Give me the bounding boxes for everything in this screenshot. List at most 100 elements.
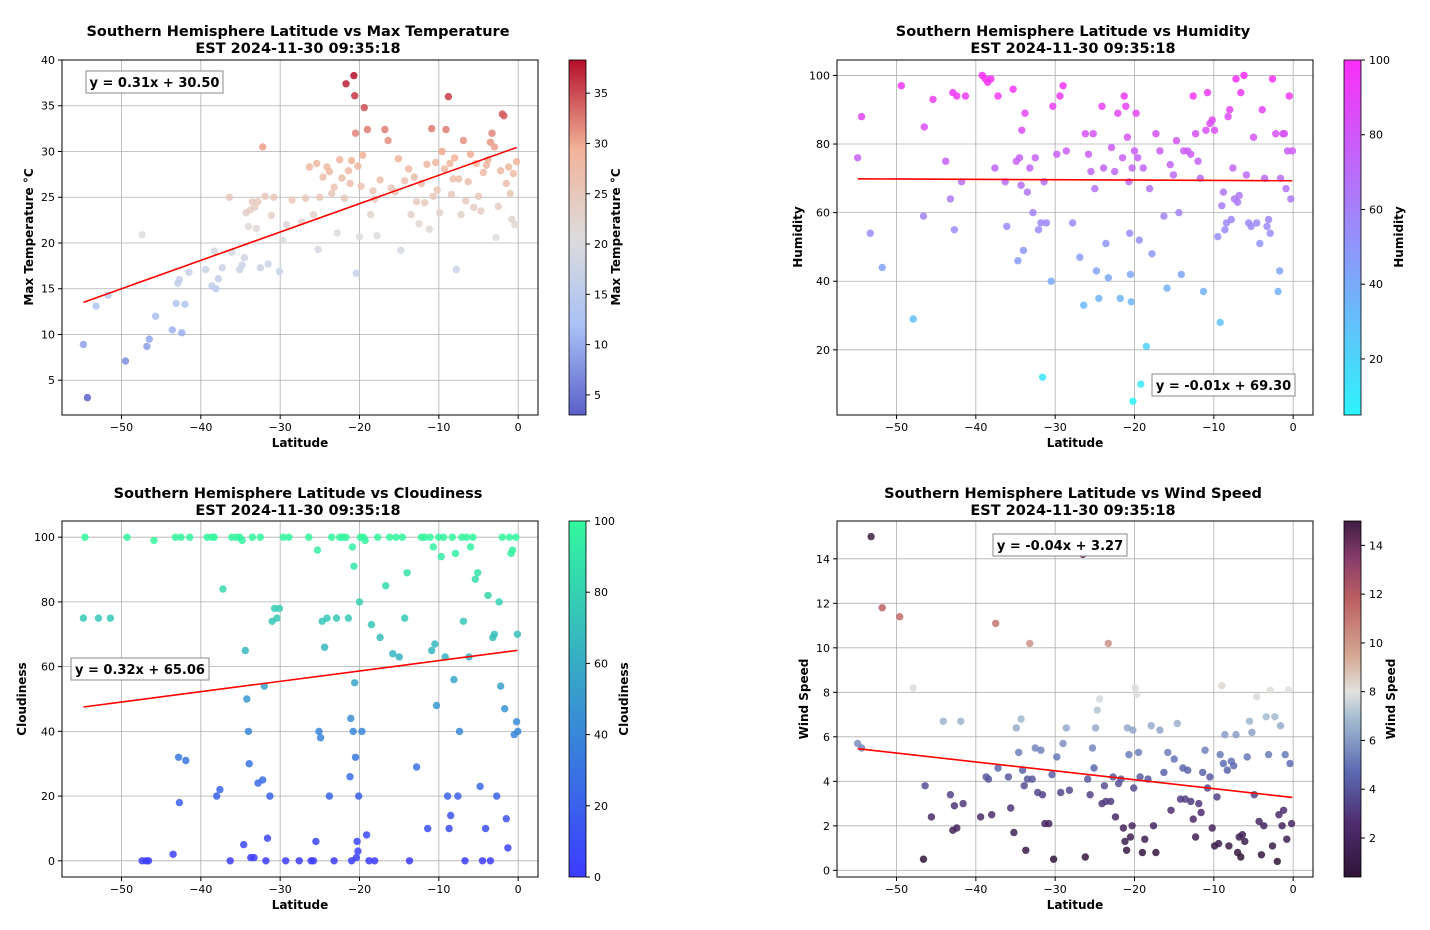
regression-equation-box: y = 0.32x + 65.06	[70, 657, 210, 681]
data-point	[185, 268, 193, 276]
data-point	[210, 533, 218, 541]
y-tick-label: 8	[823, 686, 830, 699]
data-point	[1080, 301, 1088, 309]
data-point	[330, 857, 338, 865]
data-point	[344, 167, 353, 175]
data-point	[369, 187, 377, 195]
data-point	[279, 533, 287, 541]
data-point	[376, 633, 384, 642]
data-point	[1086, 791, 1094, 799]
data-point	[325, 167, 334, 176]
regression-equation-box: y = 0.31x + 30.50	[85, 70, 224, 94]
data-point	[1104, 274, 1113, 282]
data-point	[504, 163, 513, 171]
colorbar-tick-label: 40	[1369, 278, 1383, 291]
data-point	[275, 267, 284, 276]
data-point	[1283, 835, 1291, 843]
data-point	[490, 143, 499, 151]
data-point	[1257, 851, 1266, 859]
data-point	[857, 744, 866, 752]
data-point	[1128, 164, 1136, 172]
data-point	[448, 533, 456, 541]
data-point	[498, 533, 506, 541]
data-point	[455, 175, 463, 183]
data-point	[340, 194, 349, 202]
colorbar-tick-label: 20	[594, 238, 608, 251]
data-point	[433, 186, 441, 194]
data-point	[1260, 822, 1268, 830]
data-point	[1084, 150, 1093, 158]
colorbar-tick-label: 10	[1369, 637, 1383, 650]
data-point	[405, 857, 414, 865]
data-point	[1160, 768, 1168, 777]
data-point	[987, 75, 995, 83]
data-point	[1088, 744, 1097, 752]
data-point	[1268, 75, 1277, 83]
data-point	[451, 154, 459, 162]
data-point	[1237, 853, 1245, 861]
chart-title-line1: Southern Hemisphere Latitude vs Cloudine…	[114, 486, 483, 502]
data-point	[1049, 102, 1057, 111]
data-point	[316, 193, 324, 201]
data-point	[1056, 92, 1064, 100]
chart-title-line1: Southern Hemisphere Latitude vs Max Temp…	[86, 24, 509, 40]
data-point	[1081, 130, 1090, 138]
colorbar-label: Cloudiness	[617, 662, 631, 735]
colorbar-tick-label: 10	[594, 339, 608, 352]
data-point	[144, 857, 153, 865]
data-point	[282, 857, 290, 865]
data-point	[1048, 770, 1056, 779]
data-point	[1160, 212, 1168, 220]
x-tick-label: −10	[1202, 883, 1225, 896]
data-point	[929, 95, 937, 104]
data-point	[455, 727, 464, 736]
data-point	[1175, 208, 1183, 217]
data-point	[320, 643, 329, 651]
data-point	[1129, 397, 1137, 405]
data-point	[394, 155, 403, 163]
data-point	[1194, 157, 1202, 165]
data-point	[476, 782, 484, 791]
data-point	[355, 232, 364, 241]
data-point	[1087, 167, 1095, 176]
data-point	[1199, 287, 1208, 296]
data-point	[1017, 181, 1025, 189]
data-point	[1216, 318, 1224, 327]
x-tick-label: −30	[1044, 883, 1067, 896]
data-point	[313, 546, 322, 554]
data-point	[1191, 130, 1200, 138]
data-point	[1201, 746, 1209, 754]
data-point	[313, 159, 321, 168]
colorbar-tick-label: 20	[1369, 353, 1383, 366]
data-point	[143, 342, 151, 351]
data-point	[428, 646, 436, 655]
data-point	[1232, 730, 1240, 739]
y-tick-label: 100	[809, 69, 830, 82]
data-point	[168, 326, 176, 334]
x-tick-label: 0	[515, 883, 522, 896]
data-point	[81, 533, 89, 541]
data-point	[367, 620, 376, 629]
data-point	[423, 160, 431, 168]
data-point	[338, 174, 346, 182]
data-point	[1095, 695, 1104, 703]
data-point	[486, 857, 495, 865]
data-point	[1111, 813, 1120, 821]
data-point	[288, 196, 296, 204]
data-point	[145, 335, 153, 343]
data-point	[1136, 773, 1144, 781]
data-point	[909, 684, 917, 692]
data-point	[240, 840, 248, 849]
data-point	[1007, 804, 1015, 812]
data-point	[432, 158, 440, 167]
data-point	[348, 543, 357, 551]
data-point	[438, 147, 446, 156]
y-tick-label: 35	[41, 100, 55, 113]
data-point	[347, 714, 355, 723]
data-point	[352, 269, 360, 277]
x-tick-label: 0	[1290, 883, 1297, 896]
data-point	[1189, 92, 1197, 100]
x-tick-label: −20	[348, 421, 371, 434]
data-point	[1018, 766, 1027, 774]
